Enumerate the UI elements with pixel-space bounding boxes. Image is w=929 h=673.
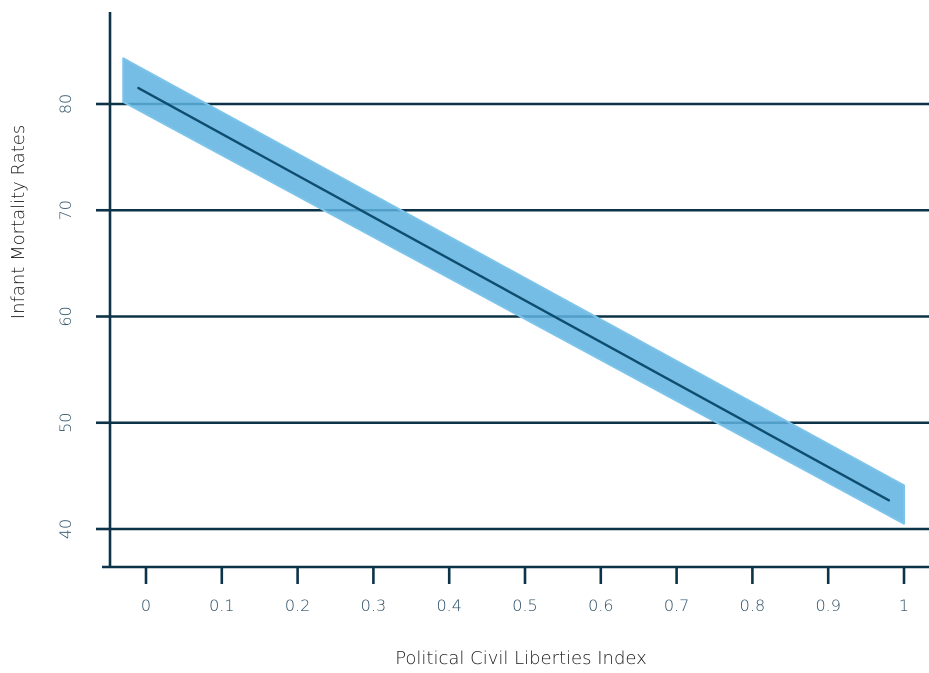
confidence-band-group [122,57,905,525]
x-tick-label: 0.3 [361,596,386,615]
x-tick-label: 0.5 [512,596,537,615]
x-tick-label: 0.1 [209,596,234,615]
x-axis-title: Political Civil Liberties Index [395,648,647,669]
y-axis-title: Infant Mortality Rates [8,125,29,319]
y-tick-label: 70 [56,200,75,220]
regression-line-group [137,86,891,502]
x-tick-label: 0 [141,596,151,615]
x-ticks: 0 0.1 0.2 0.3 0.4 0.5 0.6 0.7 0.8 0.9 1 [141,567,909,615]
y-ticks: 40 50 60 70 80 [56,94,110,539]
x-tick-label: 0.7 [664,596,689,615]
x-tick-label: 0.9 [815,596,840,615]
confidence-band [122,57,905,525]
x-tick-label: 1 [899,596,909,615]
y-tick-label: 50 [56,413,75,433]
x-tick-label: 0.8 [740,596,765,615]
x-tick-label: 0.6 [588,596,613,615]
y-tick-label: 60 [56,306,75,326]
regression-line [137,86,891,502]
y-tick-label: 40 [56,519,75,539]
y-tick-label: 80 [56,94,75,114]
x-tick-label: 0.2 [285,596,310,615]
x-tick-label: 0.4 [436,596,461,615]
